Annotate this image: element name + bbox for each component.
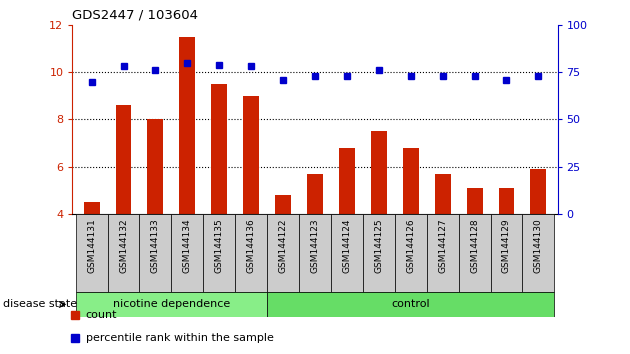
Bar xyxy=(76,292,267,317)
Bar xyxy=(115,105,132,309)
Bar xyxy=(498,188,515,309)
Bar xyxy=(147,119,163,309)
Bar xyxy=(171,214,203,292)
Bar xyxy=(139,214,171,292)
Bar xyxy=(243,96,259,309)
Bar xyxy=(108,214,139,292)
Bar xyxy=(267,214,299,292)
Text: GSM144131: GSM144131 xyxy=(87,218,96,273)
Text: GSM144129: GSM144129 xyxy=(502,218,511,273)
Bar xyxy=(235,214,267,292)
Bar xyxy=(180,36,195,309)
Text: GSM144133: GSM144133 xyxy=(151,218,160,273)
Text: GSM144125: GSM144125 xyxy=(374,218,383,273)
Text: GSM144136: GSM144136 xyxy=(247,218,256,273)
Text: GSM144126: GSM144126 xyxy=(406,218,415,273)
Bar xyxy=(76,214,108,292)
Bar xyxy=(530,169,546,309)
Text: GSM144128: GSM144128 xyxy=(470,218,479,273)
Bar xyxy=(275,195,291,309)
Bar xyxy=(339,148,355,309)
Bar xyxy=(371,131,387,309)
Text: GSM144124: GSM144124 xyxy=(343,218,352,273)
Bar xyxy=(491,214,522,292)
Bar xyxy=(267,292,554,317)
Bar xyxy=(427,214,459,292)
Bar xyxy=(84,202,100,309)
Bar xyxy=(403,148,419,309)
Text: GSM144127: GSM144127 xyxy=(438,218,447,273)
Text: disease state: disease state xyxy=(3,299,77,309)
Text: control: control xyxy=(391,299,430,309)
Text: GSM144122: GSM144122 xyxy=(278,218,287,273)
Text: nicotine dependence: nicotine dependence xyxy=(113,299,230,309)
Bar xyxy=(395,214,427,292)
Bar xyxy=(307,174,323,309)
Bar xyxy=(467,188,483,309)
Bar xyxy=(203,214,235,292)
Text: GSM144132: GSM144132 xyxy=(119,218,128,273)
Bar xyxy=(522,214,554,292)
Bar xyxy=(459,214,491,292)
Text: GSM144130: GSM144130 xyxy=(534,218,543,273)
Text: GSM144134: GSM144134 xyxy=(183,218,192,273)
Bar xyxy=(299,214,331,292)
Text: GSM144135: GSM144135 xyxy=(215,218,224,273)
Bar xyxy=(211,84,227,309)
Bar xyxy=(435,174,450,309)
Text: percentile rank within the sample: percentile rank within the sample xyxy=(86,333,273,343)
Bar xyxy=(331,214,363,292)
Text: count: count xyxy=(86,310,117,320)
Bar xyxy=(363,214,395,292)
Text: GSM144123: GSM144123 xyxy=(311,218,319,273)
Text: GDS2447 / 103604: GDS2447 / 103604 xyxy=(72,8,198,21)
